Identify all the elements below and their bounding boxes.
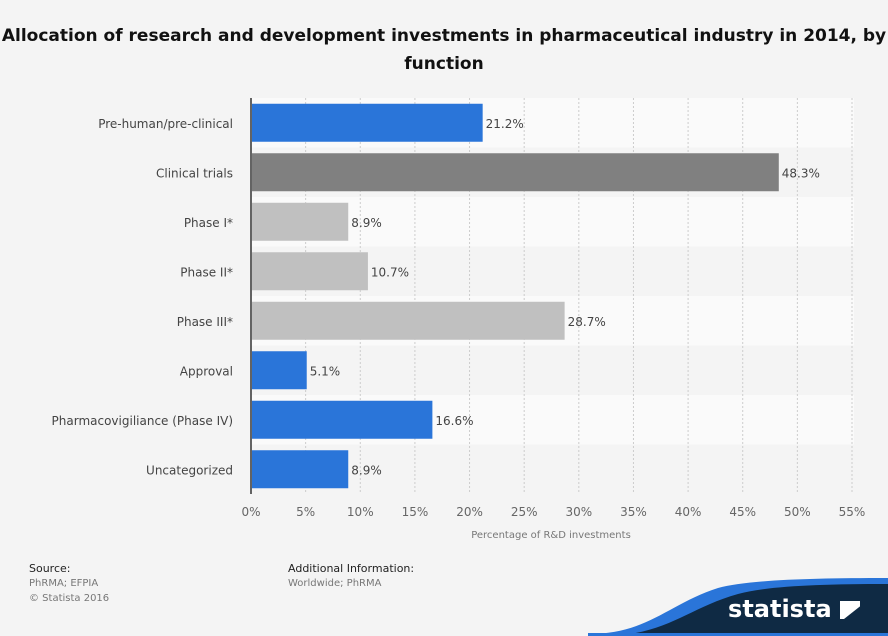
category-label: Phase II*	[180, 265, 233, 279]
info-label: Additional Information:	[288, 562, 415, 575]
info-block: Additional Information: Worldwide; PhRMA	[288, 561, 414, 591]
category-label: Phase III*	[177, 315, 233, 329]
category-label: Pre-human/pre-clinical	[98, 117, 233, 131]
source-text: PhRMA; EFPIA	[29, 578, 99, 589]
bar	[252, 103, 483, 142]
bar	[252, 202, 349, 241]
source-block: Source: PhRMA; EFPIA © Statista 2016	[29, 561, 109, 606]
x-tick-label: 40%	[675, 505, 702, 519]
bar	[252, 301, 565, 340]
x-axis-label: Percentage of R&D investments	[471, 530, 631, 541]
bar	[252, 153, 779, 192]
x-tick-label: 25%	[511, 505, 538, 519]
data-label: 48.3%	[782, 166, 820, 180]
x-tick-label: 50%	[784, 505, 811, 519]
data-label: 8.9%	[351, 463, 382, 477]
bar	[252, 450, 349, 489]
bar	[252, 400, 433, 439]
x-tick-label: 0%	[241, 505, 260, 519]
statista-logo: statista	[728, 595, 860, 623]
data-label: 10.7%	[371, 265, 409, 279]
category-label: Pharmacovigiliance (Phase IV)	[52, 414, 233, 428]
data-label: 8.9%	[351, 216, 382, 230]
data-label: 28.7%	[568, 315, 606, 329]
x-tick-label: 20%	[456, 505, 483, 519]
data-label: 5.1%	[310, 364, 341, 378]
bar	[252, 252, 368, 291]
x-tick-label: 5%	[296, 505, 315, 519]
x-tick-label: 55%	[839, 505, 866, 519]
bar-chart: 0% 5% 10% 15% 20% 25% 30% 35% 40% 45% 50% 55% 21.2% P…	[52, 98, 866, 541]
info-text: Worldwide; PhRMA	[288, 578, 382, 589]
chart-title: Allocation of research and development i…	[1, 26, 887, 74]
x-tick-label: 10%	[347, 505, 374, 519]
category-label: Clinical trials	[156, 166, 233, 180]
category-label: Approval	[180, 364, 233, 378]
data-label: 16.6%	[435, 414, 473, 428]
category-label: Phase I*	[184, 216, 233, 230]
row-band	[251, 444, 854, 494]
row-band	[251, 197, 854, 247]
category-label: Uncategorized	[146, 463, 233, 477]
bar	[252, 351, 307, 390]
x-tick-label: 15%	[402, 505, 429, 519]
x-tick-label: 45%	[729, 505, 756, 519]
copyright: © Statista 2016	[29, 593, 110, 604]
data-label: 21.2%	[486, 117, 524, 131]
row-band	[251, 345, 854, 395]
x-tick-label: 30%	[565, 505, 592, 519]
source-label: Source:	[29, 562, 71, 575]
statista-logo-banner	[588, 578, 888, 636]
x-tick-label: 35%	[620, 505, 647, 519]
statista-logo-icon	[840, 601, 860, 619]
